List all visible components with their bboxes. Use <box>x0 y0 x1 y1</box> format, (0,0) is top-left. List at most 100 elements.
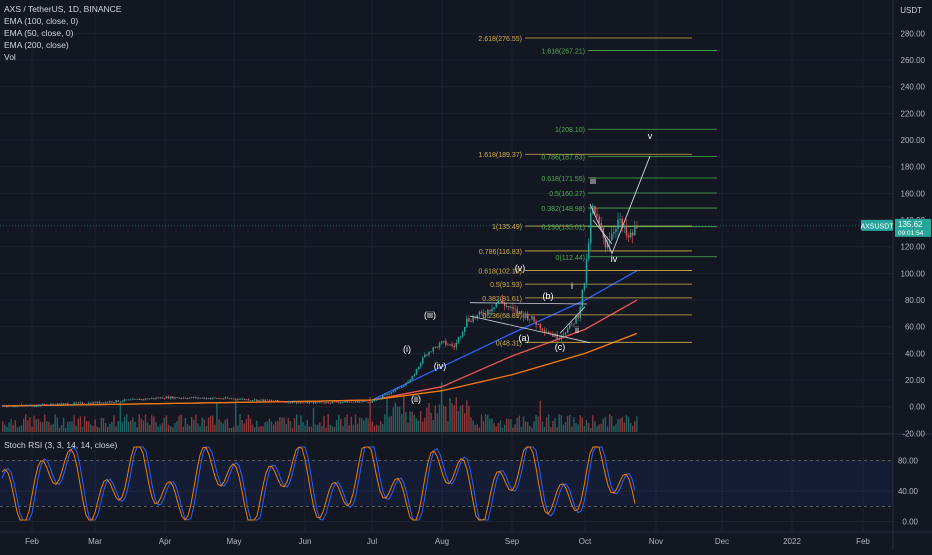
volume-bar <box>275 421 277 432</box>
volume-bar <box>564 422 567 432</box>
fib-label: 1.618(267.21) <box>541 48 585 55</box>
legend-vol[interactable]: Vol <box>4 52 16 62</box>
candle-body <box>455 342 458 348</box>
legend-ema50[interactable]: EMA (50, close, 0) <box>4 28 74 38</box>
candle-body <box>75 402 77 404</box>
volume-bar <box>125 414 128 432</box>
candle-body <box>39 404 42 406</box>
candle-body <box>251 400 254 402</box>
volume-bar <box>579 415 581 432</box>
candle-body <box>107 401 109 403</box>
candle-body <box>419 363 422 367</box>
volume-bar <box>562 424 565 432</box>
candle-body <box>562 334 565 336</box>
volume-bar <box>188 425 191 432</box>
volume-bar <box>512 427 514 432</box>
volume-bar <box>371 421 373 432</box>
candle-body <box>96 401 98 404</box>
candle-body <box>14 406 17 408</box>
candle-body <box>235 398 237 400</box>
volume-bar <box>545 417 548 432</box>
candle-body <box>308 402 311 404</box>
volume-bars <box>2 382 638 432</box>
volume-bar <box>359 417 361 432</box>
candle-body <box>491 308 493 312</box>
volume-bar <box>172 427 174 432</box>
volume-bar <box>132 417 134 432</box>
price-tick-label: 260.00 <box>901 56 926 65</box>
candle-body <box>178 397 180 399</box>
wave-label: i <box>571 281 573 291</box>
candle-body <box>41 404 44 406</box>
candle-body <box>165 396 168 399</box>
candle-body <box>529 319 531 321</box>
legend-symbol[interactable]: AXS / TetherUS, 1D, BINANCE <box>4 4 122 14</box>
candle-body <box>214 397 216 399</box>
candle-body <box>512 306 514 309</box>
volume-bar <box>520 426 523 432</box>
volume-bar <box>506 418 508 432</box>
volume-bar <box>529 426 531 432</box>
volume-bar <box>476 424 478 432</box>
candle-body <box>380 397 382 399</box>
candle-body <box>527 313 529 320</box>
rsi-tick-label: 40.00 <box>898 487 919 496</box>
volume-bar <box>161 423 163 432</box>
channel-line <box>469 302 588 305</box>
fib-label: 0.5(91.93) <box>490 282 522 289</box>
price-tick-label: 80.00 <box>905 296 926 305</box>
wave-label: ii <box>575 325 579 335</box>
volume-bar <box>331 426 334 432</box>
candle-body <box>480 311 483 313</box>
volume-bar <box>470 417 472 432</box>
candle-body <box>121 401 124 402</box>
volume-bar <box>94 419 96 432</box>
wave-label: iv <box>611 254 618 264</box>
candle-body <box>287 401 290 403</box>
wave-label: (b) <box>543 291 554 301</box>
volume-bar <box>230 427 233 432</box>
candle-body <box>258 399 260 401</box>
candle-body <box>539 323 542 329</box>
candle-body <box>270 400 273 402</box>
volume-bar <box>167 424 170 432</box>
volume-bar <box>356 423 359 432</box>
candle-body <box>629 232 632 238</box>
candle-body <box>443 340 445 342</box>
wave-label: (v) <box>515 263 526 273</box>
volume-bar <box>585 420 588 432</box>
candle-body <box>359 401 361 403</box>
volume-bar <box>583 425 586 432</box>
volume-bar <box>361 418 363 432</box>
volume-bar <box>285 424 287 432</box>
volume-bar <box>6 426 8 432</box>
candle-body <box>615 229 617 232</box>
candle-body <box>285 401 287 403</box>
volume-bar <box>590 427 592 432</box>
volume-bar <box>300 415 302 432</box>
candle-body <box>319 402 321 404</box>
candle-body <box>37 404 40 406</box>
rsi-legend[interactable]: Stoch RSI (3, 3, 14, 14, close) <box>4 440 118 450</box>
legend-ema100[interactable]: EMA (100, close, 0) <box>4 16 79 26</box>
candle-body <box>205 398 208 399</box>
volume-bar <box>46 421 48 432</box>
legend-ema200[interactable]: EMA (200, close) <box>4 40 69 50</box>
volume-bar <box>501 427 504 432</box>
candle-body <box>125 399 128 401</box>
volume-bar <box>527 422 529 432</box>
candle-body <box>428 351 430 355</box>
candle-body <box>291 402 294 404</box>
candle-body <box>195 397 197 399</box>
wave-label: (iii) <box>424 310 436 320</box>
price-tick-label: 200.00 <box>901 136 926 145</box>
volume-bar <box>422 421 424 432</box>
volume-bar <box>608 414 611 432</box>
candle-body <box>468 318 470 322</box>
volume-bar <box>632 426 634 432</box>
volume-bar <box>369 396 371 432</box>
volume-bar <box>92 426 94 432</box>
volume-bar <box>260 425 262 432</box>
